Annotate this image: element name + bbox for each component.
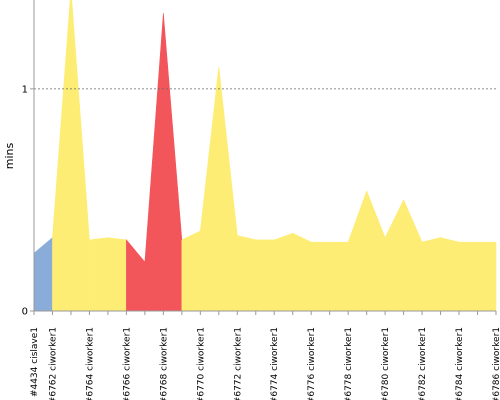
area-segment	[181, 230, 201, 312]
x-tick-label: #6762 ciworker1	[48, 327, 58, 400]
x-tick-label: #6772 ciworker1	[233, 327, 243, 400]
x-tick-label: #6766 ciworker1	[122, 327, 132, 400]
x-tick-label: #6770 ciworker1	[196, 327, 206, 400]
x-tick-label: #6784 ciworker1	[455, 327, 465, 400]
area-segment	[477, 241, 497, 312]
x-tick-label: #4434 cislave1	[30, 327, 40, 397]
y-ticks: 01	[22, 84, 34, 318]
area-segment	[33, 237, 53, 312]
area-segment	[89, 237, 109, 312]
area-segment	[458, 241, 478, 312]
y-axis-title: mins	[3, 142, 16, 169]
x-tick-label: #6774 ciworker1	[270, 327, 280, 400]
y-tick-label: 0	[22, 307, 28, 318]
area-segment	[218, 66, 238, 312]
area-segment	[366, 190, 386, 312]
y-tick-label: 1	[22, 84, 28, 95]
x-ticks: #4434 cislave1 #6762 ciworker1 #6764 ciwor…	[30, 311, 500, 400]
x-tick-label: #6778 ciworker1	[344, 327, 354, 400]
area-segment	[292, 232, 312, 312]
area-segment	[384, 199, 404, 312]
area-segment	[163, 13, 183, 312]
area-segment	[144, 13, 164, 312]
area-segment	[440, 237, 460, 312]
x-tick-label: #6764 ciworker1	[85, 327, 95, 400]
x-tick-label: #6768 ciworker1	[159, 327, 169, 400]
x-tick-label: #6786 ciworker1	[492, 327, 500, 400]
area-segment	[273, 232, 294, 312]
area-segment	[52, 0, 72, 312]
x-tick-label: #6782 ciworker1	[418, 327, 428, 400]
area-segment	[107, 237, 127, 312]
area-segment	[403, 199, 423, 312]
x-tick-label: #6776 ciworker1	[307, 327, 317, 400]
axes	[33, 0, 496, 312]
area-segment	[200, 66, 220, 312]
area-segment	[126, 239, 146, 312]
area-segment	[421, 237, 441, 312]
area-segment	[255, 239, 275, 312]
area-segment	[236, 235, 257, 312]
x-tick-label: #6780 ciworker1	[381, 327, 391, 400]
area-series	[33, 0, 497, 312]
area-segment	[347, 190, 367, 312]
area-segment	[329, 241, 349, 312]
area-segment	[310, 241, 330, 312]
area-segment	[70, 0, 90, 312]
